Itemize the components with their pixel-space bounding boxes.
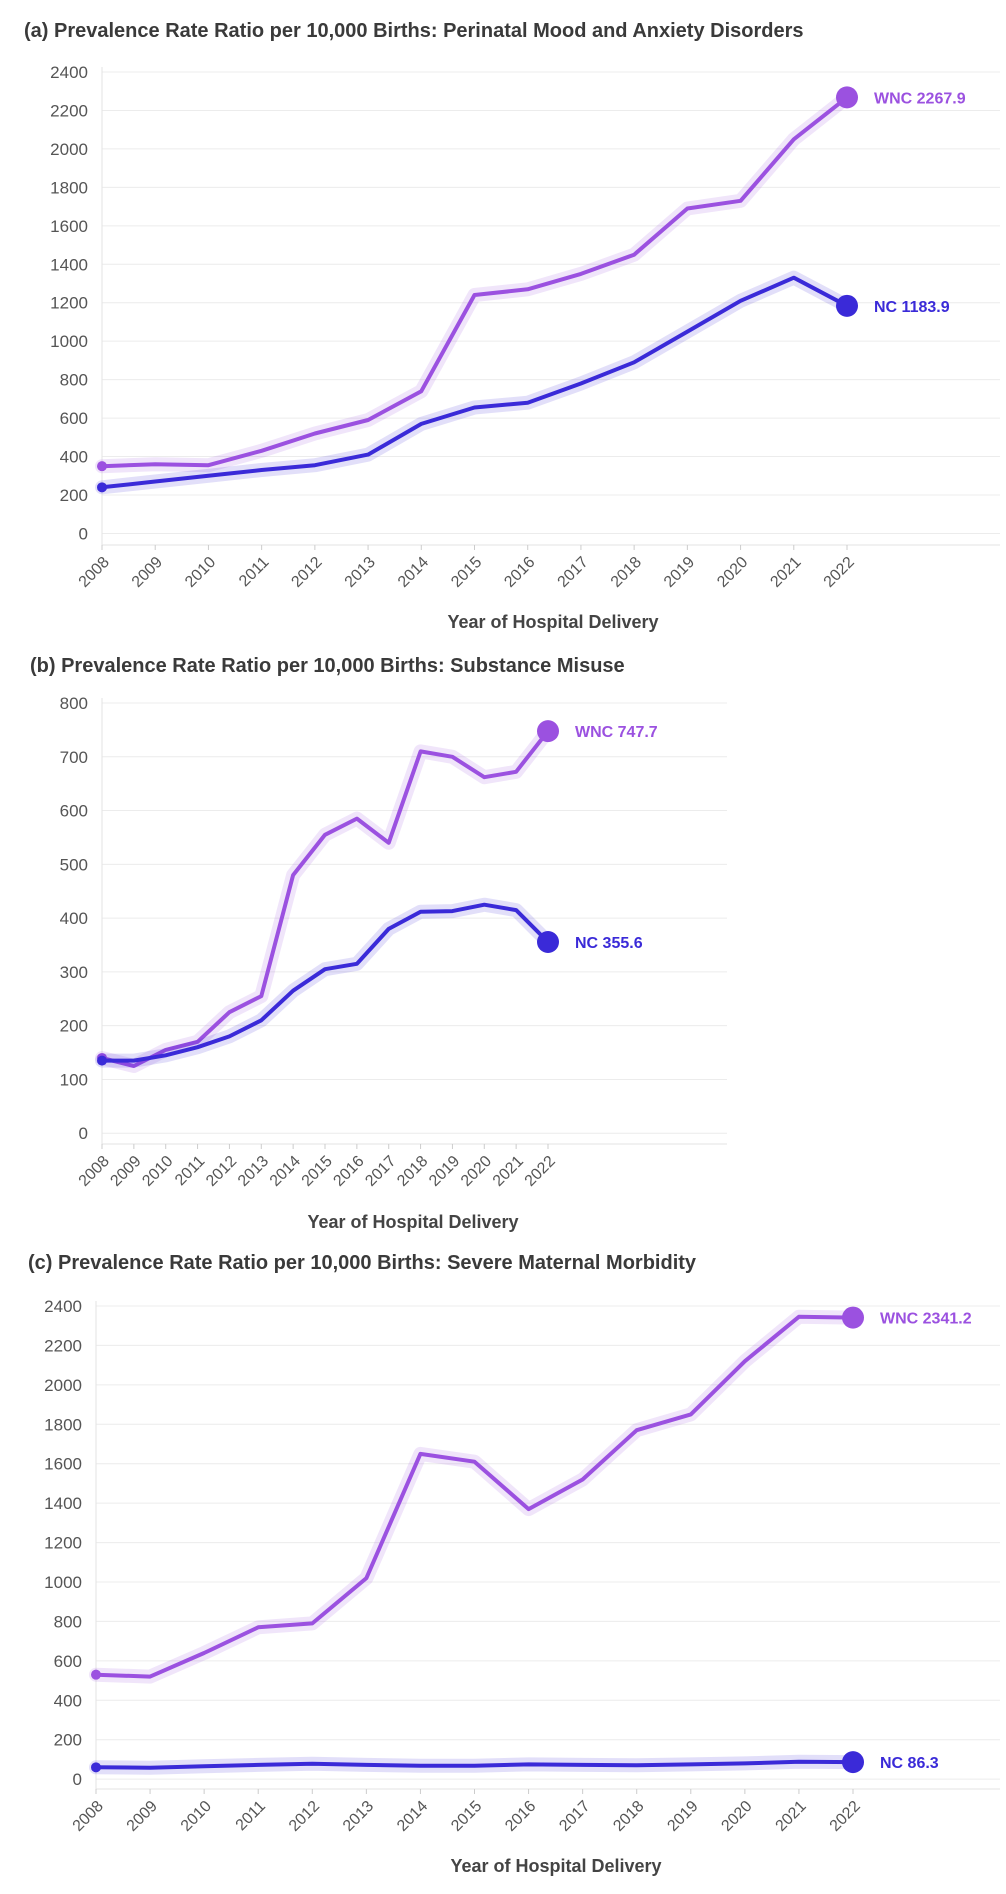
y-tick-label: 1800 — [50, 178, 88, 197]
y-tick-label: 2200 — [50, 101, 88, 120]
chart-panel-b: (b) Prevalence Rate Ratio per 10,000 Bir… — [30, 655, 727, 1232]
y-tick-label: 0 — [73, 1770, 82, 1789]
x-tick-label: 2008 — [70, 1798, 107, 1835]
y-tick-label: 1000 — [44, 1573, 82, 1592]
y-tick-label: 1600 — [50, 217, 88, 236]
x-tick-label: 2013 — [340, 1798, 377, 1835]
y-tick-label: 400 — [60, 448, 88, 467]
y-tick-label: 600 — [60, 802, 88, 821]
series-end-point-nc — [842, 1751, 864, 1774]
series-line-nc — [94, 1759, 855, 1770]
y-tick-label: 2400 — [44, 1297, 82, 1316]
chart-title: (b) Prevalence Rate Ratio per 10,000 Bir… — [30, 655, 625, 677]
series-start-point-nc — [97, 482, 107, 493]
x-tick-label: 2018 — [610, 1798, 647, 1835]
series-start-point-wnc — [97, 461, 107, 472]
y-tick-label: 0 — [79, 1124, 88, 1143]
series-end-label-nc: NC 86.3 — [880, 1755, 939, 1772]
line-chart-a: 0 200 400 600 800 1000 1200 1400 1600 1800 2000 220… — [50, 63, 1000, 632]
y-tick-label: 400 — [60, 909, 88, 928]
series-end-label-nc: NC 355.6 — [575, 935, 643, 952]
y-tick-label: 300 — [60, 963, 88, 982]
y-tick-label: 200 — [60, 1017, 88, 1036]
x-axis-label: Year of Hospital Delivery — [450, 1856, 661, 1876]
y-tick-label: 600 — [60, 409, 88, 428]
y-tick-label: 400 — [54, 1691, 82, 1710]
x-axis-label: Year of Hospital Delivery — [447, 612, 658, 632]
x-axis-label: Year of Hospital Delivery — [307, 1212, 518, 1232]
series-line-wnc — [100, 729, 550, 1068]
y-tick-label: 200 — [60, 486, 88, 505]
y-tick-label: 1400 — [50, 255, 88, 274]
series-end-label-wnc: WNC 747.7 — [575, 724, 658, 741]
y-tick-label: 1800 — [44, 1415, 82, 1434]
y-tick-label: 2000 — [50, 140, 88, 159]
y-tick-label: 1600 — [44, 1455, 82, 1474]
line-chart-b: 0100200300400500600700800200820092010201… — [60, 694, 727, 1232]
y-tick-label: 2200 — [44, 1336, 82, 1355]
series-end-point-nc — [537, 931, 559, 954]
x-tick-label: 2021 — [773, 1798, 810, 1835]
series-end-label-nc: NC 1183.9 — [874, 299, 950, 316]
series-line-wnc — [100, 95, 849, 469]
y-tick-label: 700 — [60, 748, 88, 767]
x-tick-label: 2011 — [233, 1798, 269, 1834]
y-tick-label: 800 — [54, 1612, 82, 1631]
series-glow-wnc — [89, 1309, 860, 1684]
x-tick-label: 2012 — [286, 1798, 323, 1835]
series-line-nc — [100, 275, 849, 490]
x-tick-label: 2016 — [502, 1798, 539, 1835]
chart-title: (a) Prevalence Rate Ratio per 10,000 Bir… — [24, 20, 804, 42]
series-end-point-nc — [836, 294, 858, 317]
y-tick-label: 2000 — [44, 1376, 82, 1395]
series-start-point-wnc — [91, 1669, 101, 1680]
series-end-point-wnc — [842, 1306, 864, 1329]
x-tick-label: 2020 — [718, 1798, 755, 1835]
y-tick-label: 600 — [54, 1652, 82, 1671]
chart-title: (c) Prevalence Rate Ratio per 10,000 Bir… — [28, 1252, 697, 1274]
y-tick-label: 500 — [60, 855, 88, 874]
series-line-nc — [100, 902, 550, 1063]
x-tick-label: 2019 — [664, 1798, 701, 1835]
x-tick-label: 2014 — [394, 1798, 431, 1835]
series-start-point-nc — [91, 1762, 101, 1773]
y-tick-label: 1200 — [50, 294, 88, 313]
y-tick-label: 2400 — [50, 63, 88, 82]
x-tick-label: 2015 — [448, 1798, 485, 1835]
series-end-point-wnc — [537, 720, 559, 743]
chart-panel-a: (a) Prevalence Rate Ratio per 10,000 Bir… — [0, 0, 1006, 640]
y-tick-label: 800 — [60, 694, 88, 713]
x-tick-label: 2009 — [124, 1798, 161, 1835]
y-tick-label: 200 — [54, 1731, 82, 1750]
y-tick-label: 800 — [60, 371, 88, 390]
x-tick-label: 2010 — [178, 1798, 215, 1835]
y-tick-label: 1000 — [50, 332, 88, 351]
x-tick-label: 2022 — [827, 1798, 864, 1835]
series-end-label-wnc: WNC 2267.9 — [874, 90, 966, 107]
y-tick-label: 100 — [60, 1070, 88, 1089]
y-tick-label: 1400 — [44, 1494, 82, 1513]
series-line-wnc — [94, 1314, 855, 1679]
series-end-label-wnc: WNC 2341.2 — [880, 1311, 972, 1328]
y-tick-label: 0 — [79, 524, 88, 543]
series-end-point-wnc — [836, 86, 858, 109]
series-start-point-nc — [97, 1055, 107, 1066]
x-tick-label: 2017 — [556, 1798, 593, 1835]
y-tick-label: 1200 — [44, 1534, 82, 1553]
